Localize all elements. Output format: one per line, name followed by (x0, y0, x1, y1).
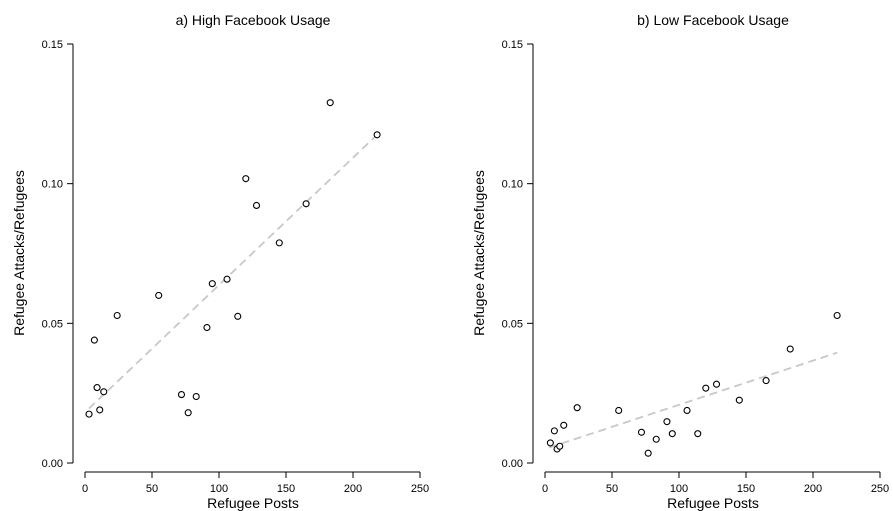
panel-b-data-point (833, 311, 841, 320)
panel-b-data-point (702, 384, 710, 392)
panel-b-fit-line (548, 351, 838, 449)
panel-b-data-point (652, 435, 660, 443)
panel-a-data-point (85, 410, 93, 418)
panel-b-data-point (683, 406, 691, 415)
panel-b-data-point (644, 449, 652, 457)
panel-a-plot-area (85, 99, 381, 418)
panel-a-data-point (242, 175, 250, 183)
panel-b-x-axis-label: Refugee Posts (667, 495, 759, 511)
panel-a-data-point (184, 409, 192, 417)
panel-b-x-tick-label: 200 (804, 483, 822, 495)
panel-b-data-point (668, 430, 676, 438)
panel-a-data-point (373, 131, 381, 139)
panel-b-data-point (694, 430, 702, 438)
panel-a-x-tick-label: 50 (146, 483, 158, 495)
panel-a-x-tick-label: 0 (82, 483, 88, 495)
panel-b-data-point (615, 406, 623, 415)
panel-a-data-point (177, 391, 186, 399)
panel-a-fit-line (88, 134, 378, 410)
panel-a-data-point (93, 384, 101, 392)
panel-b-y-axis: 0.00 0.05 0.10 0.15 (502, 39, 534, 470)
panel-a-data-point (96, 406, 104, 414)
panel-a-data-point (302, 200, 310, 208)
panel-a-y-axis: 0.00 0.05 0.10 0.15 (42, 39, 74, 470)
panel-a-y-tick-label: 0.05 (42, 318, 63, 330)
panel-a-data-point (234, 312, 242, 320)
panel-b-x-tick-label: 50 (606, 483, 618, 495)
panel-b-data-point (735, 396, 743, 404)
panel-b-x-axis: 0 50 100 150 200 250 (542, 471, 889, 495)
panel-a-x-tick-label: 150 (277, 483, 295, 495)
panel-a-data-point (208, 280, 216, 288)
panel-b-x-tick-label: 100 (670, 483, 688, 495)
panel-a-data-point (192, 392, 200, 401)
panel-b-y-tick-label: 0.00 (502, 458, 523, 470)
panel-a-y-tick-label: 0.15 (42, 39, 63, 51)
panel-a-y-tick-label: 0.00 (42, 458, 63, 470)
panel-a-y-axis-label: Refugee Attacks/Refugees (11, 170, 27, 336)
panel-b-y-tick-label: 0.15 (502, 39, 523, 51)
panel-b-data-point (786, 345, 794, 353)
panel-b-x-tick-label: 0 (542, 483, 548, 495)
panel-a-x-axis: 0 50 100 150 200 250 (82, 471, 429, 495)
panel-b-data-point (762, 377, 770, 385)
panel-a-data-point (252, 201, 261, 210)
panel-high-facebook-usage: a) High Facebook Usage 0.000.050.100.15 … (11, 12, 429, 511)
panel-low-facebook-usage: b) Low Facebook Usage 0.00 0.05 0.10 0.15 0… (471, 12, 889, 511)
panel-b-y-tick-label: 0.10 (502, 179, 523, 191)
panel-a-data-point (100, 388, 108, 396)
panel-a-y-tick-label: 0.10 (42, 179, 63, 191)
panel-b-data-point (556, 442, 564, 450)
panel-b-data-point (637, 428, 646, 436)
panel-b-data-point (550, 427, 558, 435)
panel-b-y-tick-label: 0.05 (502, 318, 523, 330)
panel-a-data-point (223, 275, 231, 283)
panel-a-x-tick-label: 250 (411, 483, 429, 495)
panel-a-data-point (326, 99, 334, 107)
panel-a-data-point (113, 311, 121, 320)
panel-b-x-tick-label: 250 (871, 483, 889, 495)
panel-b-y-axis-label: Refugee Attacks/Refugees (471, 170, 487, 336)
panel-b-data-point (712, 380, 721, 388)
panel-b-plot-area (546, 311, 841, 457)
panel-b-data-point (560, 421, 568, 429)
panel-a-title: a) High Facebook Usage (176, 12, 331, 28)
panel-b-title: b) Low Facebook Usage (637, 12, 789, 28)
panel-a-x-tick-label: 100 (210, 483, 228, 495)
panel-a-x-tick-label: 200 (344, 483, 362, 495)
panel-a-data-point (275, 239, 283, 247)
panel-b-x-tick-label: 150 (737, 483, 755, 495)
panel-a-data-point (90, 336, 98, 344)
panel-a-x-axis-label: Refugee Posts (207, 495, 299, 511)
panel-b-data-point (573, 404, 581, 412)
panel-a-data-point (155, 291, 163, 299)
panel-b-data-point (546, 439, 554, 447)
panel-b-data-point (663, 418, 671, 426)
panel-a-data-point (203, 323, 211, 332)
